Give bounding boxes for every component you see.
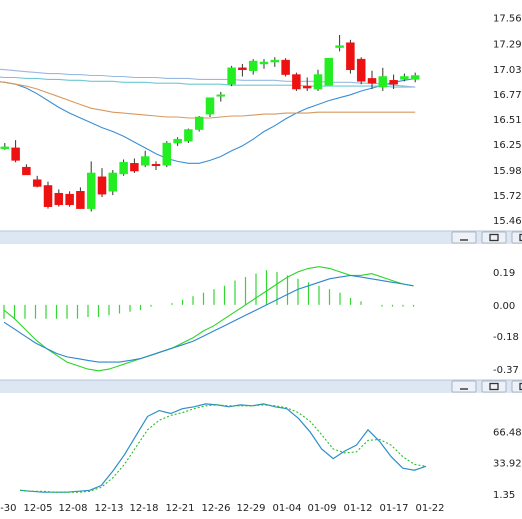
candle-body (238, 67, 247, 70)
price-tick-label: 15.98 (493, 166, 522, 177)
kdj-d-line (19, 404, 427, 493)
candle-body (11, 147, 20, 161)
separator-bar (0, 231, 522, 244)
candle-body (108, 172, 118, 192)
candle-body (356, 58, 366, 82)
candle-body (32, 179, 42, 187)
date-tick-label: 12-18 (129, 503, 158, 514)
candle-body (184, 129, 193, 142)
candle-body (259, 61, 269, 65)
candle-body (281, 59, 290, 75)
candle-body (378, 76, 388, 88)
close-icon (519, 233, 522, 242)
date-tick-label: 12-26 (201, 503, 230, 514)
macd-tick-label: -0.18 (493, 332, 519, 343)
date-tick-label: 12-21 (165, 503, 194, 514)
macd-fast-line (3, 266, 414, 372)
macd-tick-label: 0.00 (493, 301, 515, 312)
candle-body (227, 67, 236, 85)
date-tick-label: 01-17 (379, 503, 408, 514)
candle-body (194, 116, 204, 130)
price-tick-label: 17.29 (493, 40, 522, 51)
kdj-tick-label: 66.48 (493, 427, 522, 438)
candle-body (324, 57, 334, 86)
candle-body (97, 176, 107, 195)
panel-separator-1 (0, 230, 522, 244)
candle-body (216, 94, 226, 97)
macd-tick-label: -0.37 (493, 365, 519, 376)
price-tick-label: 15.46 (493, 216, 522, 227)
candle-body (86, 172, 96, 209)
price-tick-label: 16.25 (493, 140, 522, 151)
candle-body (313, 74, 323, 90)
date-tick-label: 11-30 (0, 503, 17, 514)
minimize-button-1[interactable] (451, 231, 477, 244)
candle-body (205, 97, 215, 115)
candle-body (140, 156, 150, 166)
kdj-k-line (19, 403, 427, 493)
kdj-panel: 66.48 33.92 1.35 (19, 403, 522, 501)
candle-body (119, 162, 128, 175)
restore-button-2[interactable] (481, 380, 507, 393)
candle-body (0, 146, 10, 150)
price-tick-label: 17.03 (493, 65, 522, 76)
price-panel: 17.56 17.29 17.03 16.77 16.51 16.25 15.98 15.72… (0, 14, 522, 227)
date-tick-label: 01-12 (343, 503, 372, 514)
macd-signal-line (3, 274, 414, 363)
macd-panel: 0.19 0.00 -0.18 -0.37 (3, 266, 519, 376)
date-tick-label: 12-08 (58, 503, 87, 514)
date-tick-label: 12-05 (23, 503, 52, 514)
candle-body (173, 138, 182, 144)
price-tick-label: 16.77 (493, 90, 522, 101)
date-tick-label: 01-09 (307, 503, 336, 514)
candle-body (54, 192, 64, 206)
kdj-tick-label: 1.35 (493, 490, 515, 501)
price-tick-label: 15.72 (493, 191, 522, 202)
candle-body (22, 166, 31, 176)
candle-body (65, 193, 74, 206)
moving-average-line-2 (0, 81, 416, 119)
candle-body (335, 45, 344, 48)
candle-body (130, 163, 139, 172)
candle-body (367, 78, 377, 84)
date-axis: 11-30 12-05 12-08 12-13 12-18 12-21 12-26 12-29… (0, 503, 445, 514)
moving-average-line-4 (0, 68, 416, 88)
candle-body (302, 85, 312, 89)
kdj-tick-label: 33.92 (493, 459, 522, 470)
minimize-button-2[interactable] (451, 380, 477, 393)
restore-icon (489, 382, 499, 391)
separator-bar (0, 380, 522, 393)
candle-body (162, 142, 172, 166)
candle-body (151, 164, 161, 167)
date-tick-label: 12-13 (94, 503, 123, 514)
moving-average-line-1 (0, 77, 416, 164)
candle-body (270, 59, 280, 63)
candle-body (76, 191, 85, 209)
restore-button-1[interactable] (481, 231, 507, 244)
date-tick-label: 01-04 (272, 503, 301, 514)
candle-body (248, 60, 258, 71)
candle-body (292, 74, 301, 90)
candle-body (400, 76, 409, 80)
macd-tick-label: 0.19 (493, 268, 515, 279)
date-tick-label: 01-22 (415, 503, 444, 514)
moving-average-line-3 (0, 76, 416, 88)
price-tick-label: 17.56 (493, 14, 522, 25)
price-tick-label: 16.51 (493, 115, 522, 126)
panel-separator-2 (0, 379, 522, 393)
close-icon (519, 382, 522, 391)
candle-body (410, 75, 420, 80)
candle-body (346, 42, 355, 70)
candle-body (43, 185, 53, 207)
candle-body (389, 80, 398, 85)
date-tick-label: 12-29 (236, 503, 265, 514)
restore-icon (489, 233, 499, 242)
